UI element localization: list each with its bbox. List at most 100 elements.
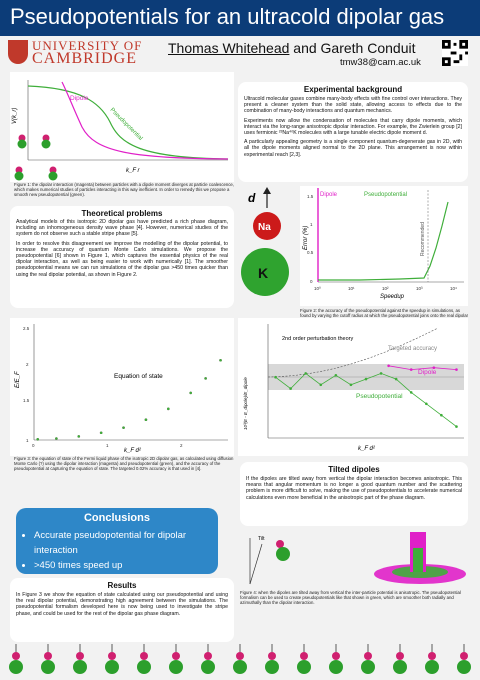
data-point <box>334 374 338 377</box>
svg-text:0.5: 0.5 <box>307 250 314 255</box>
header-bar: Pseudopotentials for an ultracold dipola… <box>0 0 480 36</box>
tilted-caption: Figure 4: when the dipoles are tilted aw… <box>240 590 461 606</box>
potassium-atom <box>105 660 119 674</box>
fig3-xlabel: k_F d² <box>124 448 142 454</box>
sodium-atom <box>44 652 52 660</box>
author-2: Gareth Conduit <box>320 40 416 56</box>
sodium-atom <box>253 212 281 240</box>
potassium-atom <box>265 660 279 674</box>
sodium-atom <box>172 652 180 660</box>
contact-email[interactable]: tmw38@cam.ac.uk <box>340 57 421 68</box>
data-point <box>409 391 413 394</box>
tilt-label: Tilt <box>258 536 265 542</box>
svg-text:1: 1 <box>106 443 109 448</box>
decorative-molecules-row <box>9 644 471 674</box>
svg-text:1.5: 1.5 <box>23 398 30 403</box>
results-p1: In Figure 3 we show the equation of stat… <box>16 592 228 617</box>
theoretical-box: Theoretical problems Analytical models o… <box>10 206 234 308</box>
potassium-atom <box>73 660 87 674</box>
potassium-atom <box>241 248 289 296</box>
figure-3: Equation of state E/E_F k_F d² 1 1.5 2 2… <box>10 318 234 456</box>
results-box: Results In Figure 3 we show the equation… <box>10 578 234 642</box>
sodium-atom <box>460 652 468 660</box>
data-point <box>204 377 207 380</box>
conclusion-item: Accurate pseudopotential for dipolar int… <box>34 528 218 558</box>
data-point <box>122 426 125 429</box>
fig3-ylabel: E/E_F <box>15 371 21 388</box>
svg-text:1.5: 1.5 <box>307 194 314 199</box>
fig1-caption: Figure 1: the dipolar interaction (magen… <box>14 182 234 198</box>
potassium-label: K <box>258 265 268 281</box>
conclusions-box: Conclusions Accurate pseudopotential for… <box>16 508 218 574</box>
svg-text:10⁴: 10⁴ <box>450 286 457 291</box>
results-heading: Results <box>107 581 137 590</box>
fig2-dipole-label: Dipole <box>320 192 338 198</box>
potassium-atom <box>137 660 151 674</box>
poster-title: Pseudopotentials for an ultracold dipola… <box>10 4 445 29</box>
data-point <box>55 437 58 440</box>
fig1-ylabel: V(k_r) <box>12 108 18 124</box>
data-point <box>349 383 353 387</box>
svg-text:1: 1 <box>26 438 29 443</box>
theoretical-p2: In order to resolve this disagreement we… <box>16 240 228 278</box>
data-point <box>274 375 277 379</box>
potassium-atom <box>329 660 343 674</box>
sodium-atom <box>76 652 84 660</box>
fig4-xlabel: k_F d² <box>358 446 376 452</box>
data-point <box>455 368 458 371</box>
data-point <box>99 431 103 435</box>
fig4-dipole-label: Dipole <box>418 369 437 376</box>
tilted-box: Tilted dipoles If the dipoles are tilted… <box>240 462 468 526</box>
figure-4-tilted: Tilt <box>249 532 466 585</box>
data-point <box>394 377 398 381</box>
potassium-atom <box>169 660 183 674</box>
data-point <box>289 387 292 390</box>
data-point <box>455 425 458 428</box>
svg-text:1: 1 <box>310 222 313 227</box>
sodium-atom <box>396 652 404 660</box>
theoretical-heading: Theoretical problems <box>81 209 163 218</box>
fig3-caption: Figure 3: the equation of state of the F… <box>14 456 234 472</box>
data-point <box>189 391 192 395</box>
data-point <box>425 402 428 406</box>
data-point <box>219 358 222 362</box>
sodium-atom <box>140 652 148 660</box>
theoretical-p1: Analytical models of this isotropic 2D d… <box>16 219 228 238</box>
experimental-p1: Ultracold molecular gases combine many-b… <box>244 96 462 115</box>
figure-1: V(k_r) Dipole Pseudopotential k_F r <box>10 72 234 182</box>
sodium-atom <box>364 652 372 660</box>
figure-4: 2nd order perturbation theory Targeted a… <box>238 318 468 456</box>
svg-text:0: 0 <box>32 443 35 448</box>
data-point <box>77 435 81 438</box>
qr-code-icon[interactable] <box>442 40 468 66</box>
potassium-atom <box>201 660 215 674</box>
potassium-atom <box>9 660 23 674</box>
experimental-p3: A particularly appealing geometry is a s… <box>244 139 462 158</box>
sodium-atom <box>332 652 340 660</box>
svg-text:10⁰: 10⁰ <box>314 286 321 291</box>
fig1-xlabel: k_F r <box>126 168 141 174</box>
fig3-plot-area <box>36 358 222 441</box>
fig4-plot-area <box>274 364 458 428</box>
university-crest-icon <box>8 40 28 64</box>
figure-2: Dipole Pseudopotential Recommended Error… <box>300 186 468 306</box>
fig4-target-label: Targeted accuracy <box>388 346 437 352</box>
potassium-atom <box>41 660 55 674</box>
experimental-p2: Experiments now allow the condensation o… <box>244 117 462 137</box>
potassium-atom <box>361 660 375 674</box>
nak-molecule: d Na K <box>241 187 289 296</box>
potassium-atom <box>425 660 439 674</box>
potassium-atom <box>297 660 311 674</box>
sodium-atom <box>268 652 276 660</box>
fig1-dipole-label: Dipole <box>70 95 89 102</box>
svg-text:2.5: 2.5 <box>23 326 30 331</box>
sodium-atom <box>108 652 116 660</box>
data-point <box>167 407 170 411</box>
fig2-recommended-label: Recommended <box>420 222 426 256</box>
svg-text:2: 2 <box>26 362 29 367</box>
fig2-pseudo-curve <box>318 201 449 281</box>
sodium-atom <box>204 652 212 660</box>
data-point <box>364 377 368 381</box>
svg-text:10³: 10³ <box>416 286 423 291</box>
fig3-label: Equation of state <box>114 373 163 380</box>
